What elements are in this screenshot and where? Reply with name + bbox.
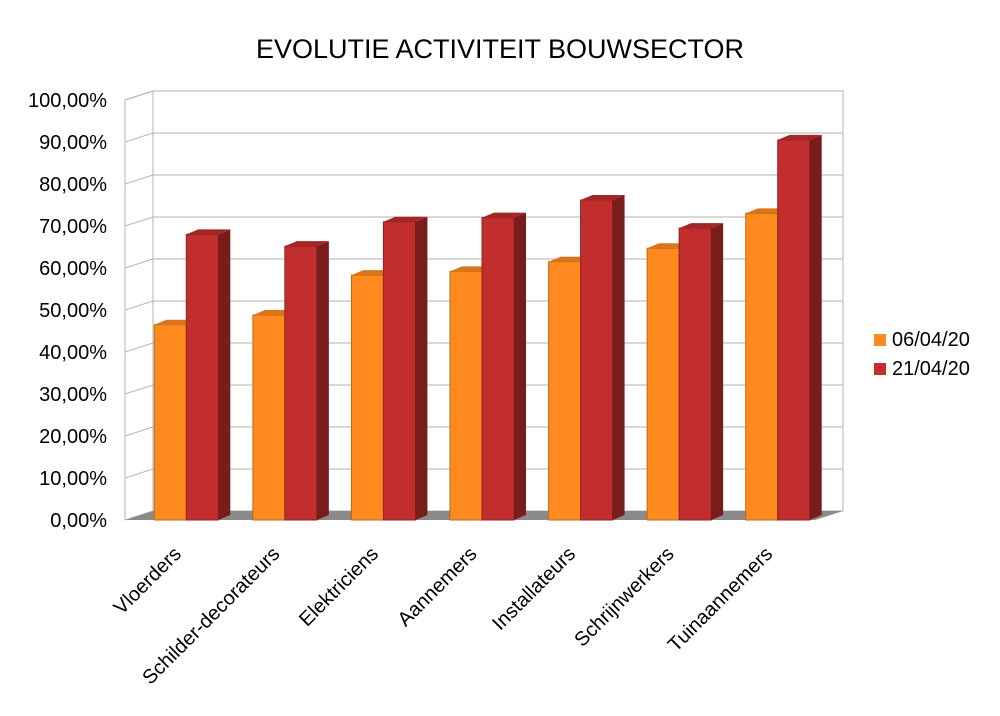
bar-top (482, 212, 526, 218)
y-tick-label: 70,00% (39, 216, 107, 238)
bar-front (548, 261, 582, 521)
y-axis-ticks: 0,00% 10,00% 20,00% 30,00% 40,00% 50,00% 60,00… (28, 90, 107, 532)
bar-front (745, 212, 779, 521)
x-category-label: Schrijnwerkers (570, 543, 678, 651)
bar-top (679, 223, 724, 229)
bar-side (415, 216, 428, 521)
gridline (124, 90, 843, 101)
bar-front (777, 139, 811, 521)
x-category-label: Elektriciens (295, 543, 383, 631)
bar-front (382, 221, 416, 521)
x-category-label: Aannemers (394, 543, 482, 631)
bar (481, 212, 526, 521)
y-tick-label: 80,00% (39, 174, 107, 196)
legend-swatch (874, 334, 886, 346)
bar-side (809, 134, 822, 520)
bars (153, 134, 822, 521)
legend-label: 06/04/20 (892, 329, 970, 351)
bar-front (449, 270, 483, 521)
bar-side (316, 241, 329, 520)
bar (382, 216, 428, 521)
x-category-label: Installateurs (488, 543, 580, 635)
bar-front (646, 247, 680, 521)
gridline (124, 174, 843, 185)
chart-title: EVOLUTIE ACTIVITEIT BOUWSECTOR (256, 34, 744, 64)
gridline (124, 132, 843, 143)
bar-side (612, 194, 625, 520)
bar-front (252, 314, 286, 521)
bar-top (186, 229, 231, 235)
y-tick-label: 100,00% (28, 90, 107, 112)
bar-top (777, 134, 822, 140)
bar-top (284, 241, 329, 247)
y-tick-label: 60,00% (39, 258, 107, 280)
y-tick-label: 50,00% (39, 300, 107, 322)
bar-front (185, 233, 219, 521)
bar (777, 134, 822, 521)
y-tick-label: 90,00% (39, 132, 107, 154)
bar-front (481, 217, 515, 521)
bar (678, 223, 724, 521)
bar-front (284, 245, 318, 521)
legend-label: 21/04/20 (892, 358, 970, 380)
y-tick-label: 30,00% (39, 384, 107, 406)
bar-front (678, 227, 712, 521)
bar (284, 241, 329, 521)
legend: 06/04/20 21/04/20 (874, 329, 970, 380)
bar-side (514, 212, 526, 520)
y-tick-label: 0,00% (50, 510, 107, 532)
bar-top (383, 216, 428, 222)
y-tick-label: 40,00% (39, 342, 107, 364)
bar-front (580, 199, 614, 521)
bar-side (218, 229, 231, 520)
bar-front (350, 274, 384, 521)
y-tick-label: 10,00% (39, 468, 107, 490)
x-category-label: Tuinaannemers (664, 543, 777, 656)
bar-top (580, 194, 625, 200)
y-tick-label: 20,00% (39, 426, 107, 448)
legend-swatch (874, 363, 886, 375)
bar-front (153, 324, 187, 521)
bar-side (711, 223, 724, 520)
bar (185, 229, 231, 521)
bar (580, 194, 625, 521)
x-category-label: Vloerders (110, 543, 186, 619)
